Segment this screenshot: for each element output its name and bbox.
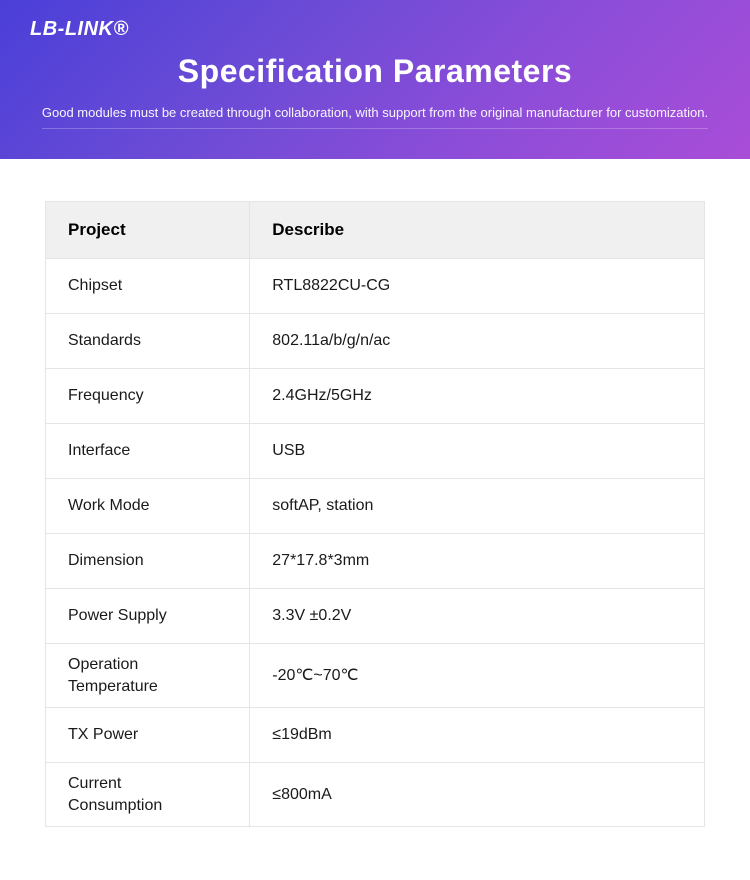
table-row: Frequency2.4GHz/5GHz [46,369,705,424]
cell-project: OperationTemperature [46,644,250,708]
table-row: Power Supply3.3V ±0.2V [46,589,705,644]
cell-describe: ≤19dBm [250,708,705,763]
logo-text: LB-LINK® [30,18,129,40]
table-row: Work ModesoftAP, station [46,479,705,534]
table-row: Standards802.11a/b/g/n/ac [46,314,705,369]
cell-project: CurrentConsumption [46,763,250,827]
cell-project: Interface [46,424,250,479]
brand-logo: LB-LINK® [30,18,720,41]
cell-describe: RTL8822CU-CG [250,259,705,314]
spec-table-body: ChipsetRTL8822CU-CGStandards802.11a/b/g/… [46,259,705,827]
cell-describe: 3.3V ±0.2V [250,589,705,644]
cell-describe: softAP, station [250,479,705,534]
cell-project: TX Power [46,708,250,763]
spec-table: Project Describe ChipsetRTL8822CU-CGStan… [45,201,705,827]
cell-project: Work Mode [46,479,250,534]
page-subtitle: Good modules must be created through col… [42,105,708,129]
cell-describe: -20℃~70℃ [250,644,705,708]
page-title: Specification Parameters [30,53,720,90]
cell-describe: 27*17.8*3mm [250,534,705,589]
cell-project: Dimension [46,534,250,589]
table-row: TX Power≤19dBm [46,708,705,763]
column-header-project: Project [46,202,250,259]
cell-project: Frequency [46,369,250,424]
cell-project: Power Supply [46,589,250,644]
header-banner: LB-LINK® Specification Parameters Good m… [0,0,750,159]
cell-describe: ≤800mA [250,763,705,827]
cell-describe: USB [250,424,705,479]
cell-project: Chipset [46,259,250,314]
table-row: CurrentConsumption≤800mA [46,763,705,827]
table-row: Dimension27*17.8*3mm [46,534,705,589]
table-row: InterfaceUSB [46,424,705,479]
table-row: ChipsetRTL8822CU-CG [46,259,705,314]
column-header-describe: Describe [250,202,705,259]
spec-table-container: Project Describe ChipsetRTL8822CU-CGStan… [0,159,750,847]
table-row: OperationTemperature-20℃~70℃ [46,644,705,708]
table-header-row: Project Describe [46,202,705,259]
cell-describe: 802.11a/b/g/n/ac [250,314,705,369]
cell-describe: 2.4GHz/5GHz [250,369,705,424]
cell-project: Standards [46,314,250,369]
